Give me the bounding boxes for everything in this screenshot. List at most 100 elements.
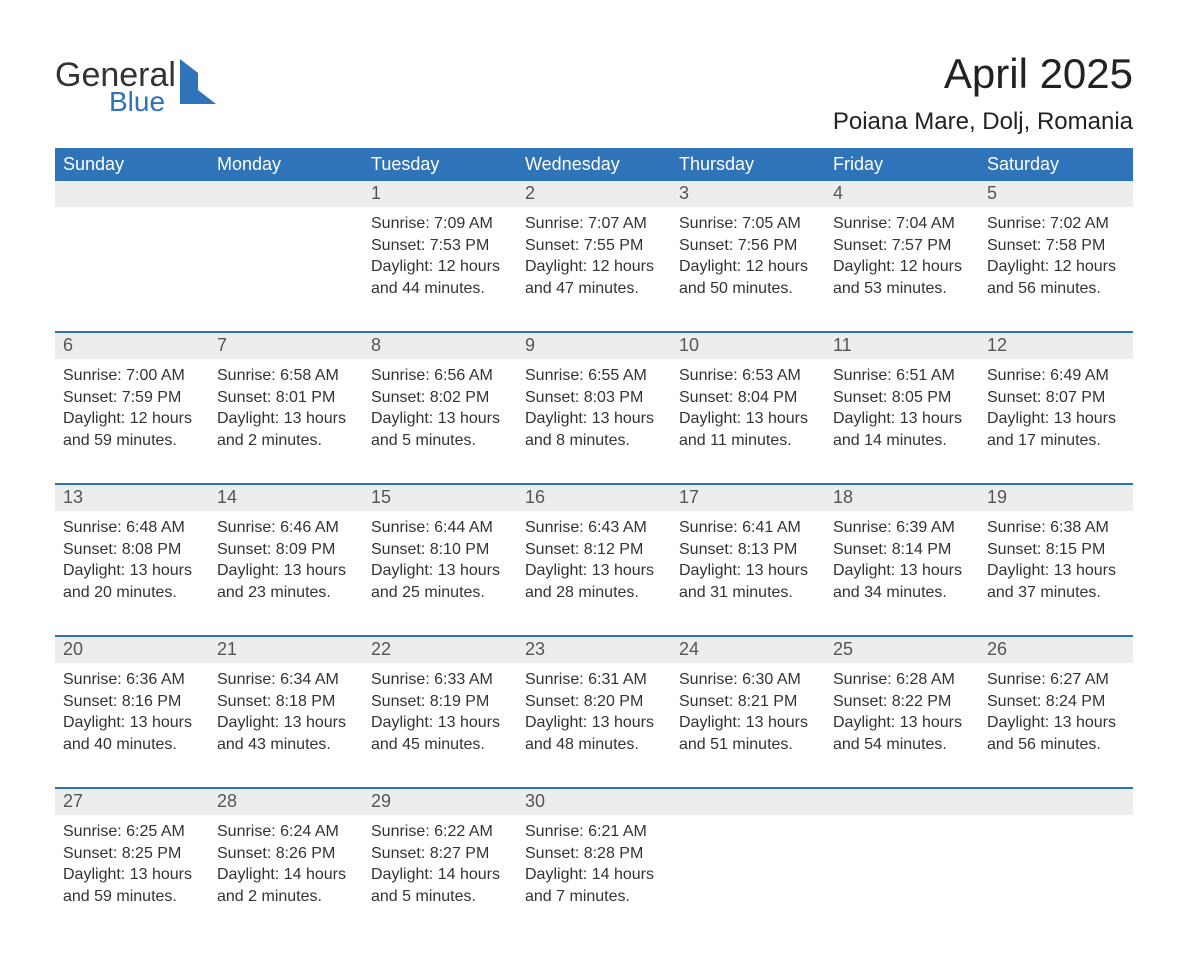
sunset-line: Sunset: 8:05 PM — [833, 387, 971, 409]
date-number: 14 — [209, 485, 363, 511]
daylight-line: Daylight: 14 hours and 2 minutes. — [217, 864, 355, 907]
calendar: SundayMondayTuesdayWednesdayThursdayFrid… — [55, 148, 1133, 915]
day-cell: Sunrise: 7:04 AMSunset: 7:57 PMDaylight:… — [825, 207, 979, 307]
daylight-line: Daylight: 12 hours and 44 minutes. — [371, 256, 509, 299]
date-number: 13 — [55, 485, 209, 511]
content-row: Sunrise: 6:25 AMSunset: 8:25 PMDaylight:… — [55, 815, 1133, 915]
daylight-line: Daylight: 13 hours and 43 minutes. — [217, 712, 355, 755]
day-cell: Sunrise: 7:09 AMSunset: 7:53 PMDaylight:… — [363, 207, 517, 307]
sunrise-line: Sunrise: 7:05 AM — [679, 213, 817, 235]
date-number: 30 — [517, 789, 671, 815]
sunset-line: Sunset: 8:24 PM — [987, 691, 1125, 713]
date-number: 7 — [209, 333, 363, 359]
sunset-line: Sunset: 8:13 PM — [679, 539, 817, 561]
weekday-header: Thursday — [671, 148, 825, 181]
day-cell: Sunrise: 6:58 AMSunset: 8:01 PMDaylight:… — [209, 359, 363, 459]
sunrise-line: Sunrise: 6:33 AM — [371, 669, 509, 691]
daylight-line: Daylight: 13 hours and 51 minutes. — [679, 712, 817, 755]
date-number — [209, 181, 363, 207]
daylight-line: Daylight: 13 hours and 40 minutes. — [63, 712, 201, 755]
sunset-line: Sunset: 7:58 PM — [987, 235, 1125, 257]
brand-mark-icon — [180, 59, 216, 104]
date-number: 16 — [517, 485, 671, 511]
daylight-line: Daylight: 12 hours and 47 minutes. — [525, 256, 663, 299]
date-number: 12 — [979, 333, 1133, 359]
sunrise-line: Sunrise: 6:41 AM — [679, 517, 817, 539]
sunrise-line: Sunrise: 7:00 AM — [63, 365, 201, 387]
date-number: 28 — [209, 789, 363, 815]
sunset-line: Sunset: 7:53 PM — [371, 235, 509, 257]
sunrise-line: Sunrise: 6:39 AM — [833, 517, 971, 539]
daylight-line: Daylight: 12 hours and 59 minutes. — [63, 408, 201, 451]
sunrise-line: Sunrise: 6:24 AM — [217, 821, 355, 843]
sunset-line: Sunset: 7:59 PM — [63, 387, 201, 409]
date-number: 18 — [825, 485, 979, 511]
weekday-header-row: SundayMondayTuesdayWednesdayThursdayFrid… — [55, 148, 1133, 181]
day-cell: Sunrise: 6:44 AMSunset: 8:10 PMDaylight:… — [363, 511, 517, 611]
date-row: 13141516171819 — [55, 483, 1133, 511]
brand-logo: General Blue — [55, 58, 216, 118]
sunrise-line: Sunrise: 6:22 AM — [371, 821, 509, 843]
sunset-line: Sunset: 8:14 PM — [833, 539, 971, 561]
day-cell: Sunrise: 6:21 AMSunset: 8:28 PMDaylight:… — [517, 815, 671, 915]
daylight-line: Daylight: 13 hours and 56 minutes. — [987, 712, 1125, 755]
day-cell: Sunrise: 6:34 AMSunset: 8:18 PMDaylight:… — [209, 663, 363, 763]
sunset-line: Sunset: 8:10 PM — [371, 539, 509, 561]
month-title: April 2025 — [833, 50, 1133, 98]
day-cell: Sunrise: 6:28 AMSunset: 8:22 PMDaylight:… — [825, 663, 979, 763]
content-row: Sunrise: 7:00 AMSunset: 7:59 PMDaylight:… — [55, 359, 1133, 459]
sunrise-line: Sunrise: 6:55 AM — [525, 365, 663, 387]
day-cell — [671, 815, 825, 915]
daylight-line: Daylight: 13 hours and 8 minutes. — [525, 408, 663, 451]
date-number: 15 — [363, 485, 517, 511]
date-number: 21 — [209, 637, 363, 663]
daylight-line: Daylight: 13 hours and 37 minutes. — [987, 560, 1125, 603]
day-cell: Sunrise: 6:33 AMSunset: 8:19 PMDaylight:… — [363, 663, 517, 763]
weekday-header: Tuesday — [363, 148, 517, 181]
sunrise-line: Sunrise: 7:09 AM — [371, 213, 509, 235]
day-cell: Sunrise: 6:53 AMSunset: 8:04 PMDaylight:… — [671, 359, 825, 459]
date-number: 6 — [55, 333, 209, 359]
sunset-line: Sunset: 8:16 PM — [63, 691, 201, 713]
day-cell — [55, 207, 209, 307]
date-number — [825, 789, 979, 815]
day-cell — [825, 815, 979, 915]
sunrise-line: Sunrise: 7:07 AM — [525, 213, 663, 235]
date-number: 22 — [363, 637, 517, 663]
sunset-line: Sunset: 7:55 PM — [525, 235, 663, 257]
sunset-line: Sunset: 8:07 PM — [987, 387, 1125, 409]
title-block: April 2025 Poiana Mare, Dolj, Romania — [833, 50, 1133, 136]
sunset-line: Sunset: 8:12 PM — [525, 539, 663, 561]
sunrise-line: Sunrise: 6:25 AM — [63, 821, 201, 843]
day-cell: Sunrise: 6:51 AMSunset: 8:05 PMDaylight:… — [825, 359, 979, 459]
sunset-line: Sunset: 8:03 PM — [525, 387, 663, 409]
weekday-header: Monday — [209, 148, 363, 181]
day-cell: Sunrise: 6:48 AMSunset: 8:08 PMDaylight:… — [55, 511, 209, 611]
day-cell: Sunrise: 6:43 AMSunset: 8:12 PMDaylight:… — [517, 511, 671, 611]
day-cell: Sunrise: 6:31 AMSunset: 8:20 PMDaylight:… — [517, 663, 671, 763]
weeks-container: 12345Sunrise: 7:09 AMSunset: 7:53 PMDayl… — [55, 181, 1133, 915]
sunset-line: Sunset: 8:28 PM — [525, 843, 663, 865]
daylight-line: Daylight: 13 hours and 48 minutes. — [525, 712, 663, 755]
sunset-line: Sunset: 7:57 PM — [833, 235, 971, 257]
date-row: 20212223242526 — [55, 635, 1133, 663]
sunset-line: Sunset: 8:19 PM — [371, 691, 509, 713]
sunset-line: Sunset: 7:56 PM — [679, 235, 817, 257]
sunset-line: Sunset: 8:09 PM — [217, 539, 355, 561]
daylight-line: Daylight: 13 hours and 17 minutes. — [987, 408, 1125, 451]
day-cell: Sunrise: 7:05 AMSunset: 7:56 PMDaylight:… — [671, 207, 825, 307]
date-row: 27282930 — [55, 787, 1133, 815]
sunrise-line: Sunrise: 6:21 AM — [525, 821, 663, 843]
daylight-line: Daylight: 13 hours and 28 minutes. — [525, 560, 663, 603]
sunset-line: Sunset: 8:04 PM — [679, 387, 817, 409]
daylight-line: Daylight: 13 hours and 59 minutes. — [63, 864, 201, 907]
sunrise-line: Sunrise: 6:56 AM — [371, 365, 509, 387]
sunrise-line: Sunrise: 6:43 AM — [525, 517, 663, 539]
sunrise-line: Sunrise: 6:46 AM — [217, 517, 355, 539]
daylight-line: Daylight: 13 hours and 11 minutes. — [679, 408, 817, 451]
daylight-line: Daylight: 13 hours and 34 minutes. — [833, 560, 971, 603]
sunrise-line: Sunrise: 6:51 AM — [833, 365, 971, 387]
sunrise-line: Sunrise: 6:31 AM — [525, 669, 663, 691]
daylight-line: Daylight: 14 hours and 5 minutes. — [371, 864, 509, 907]
sunset-line: Sunset: 8:21 PM — [679, 691, 817, 713]
